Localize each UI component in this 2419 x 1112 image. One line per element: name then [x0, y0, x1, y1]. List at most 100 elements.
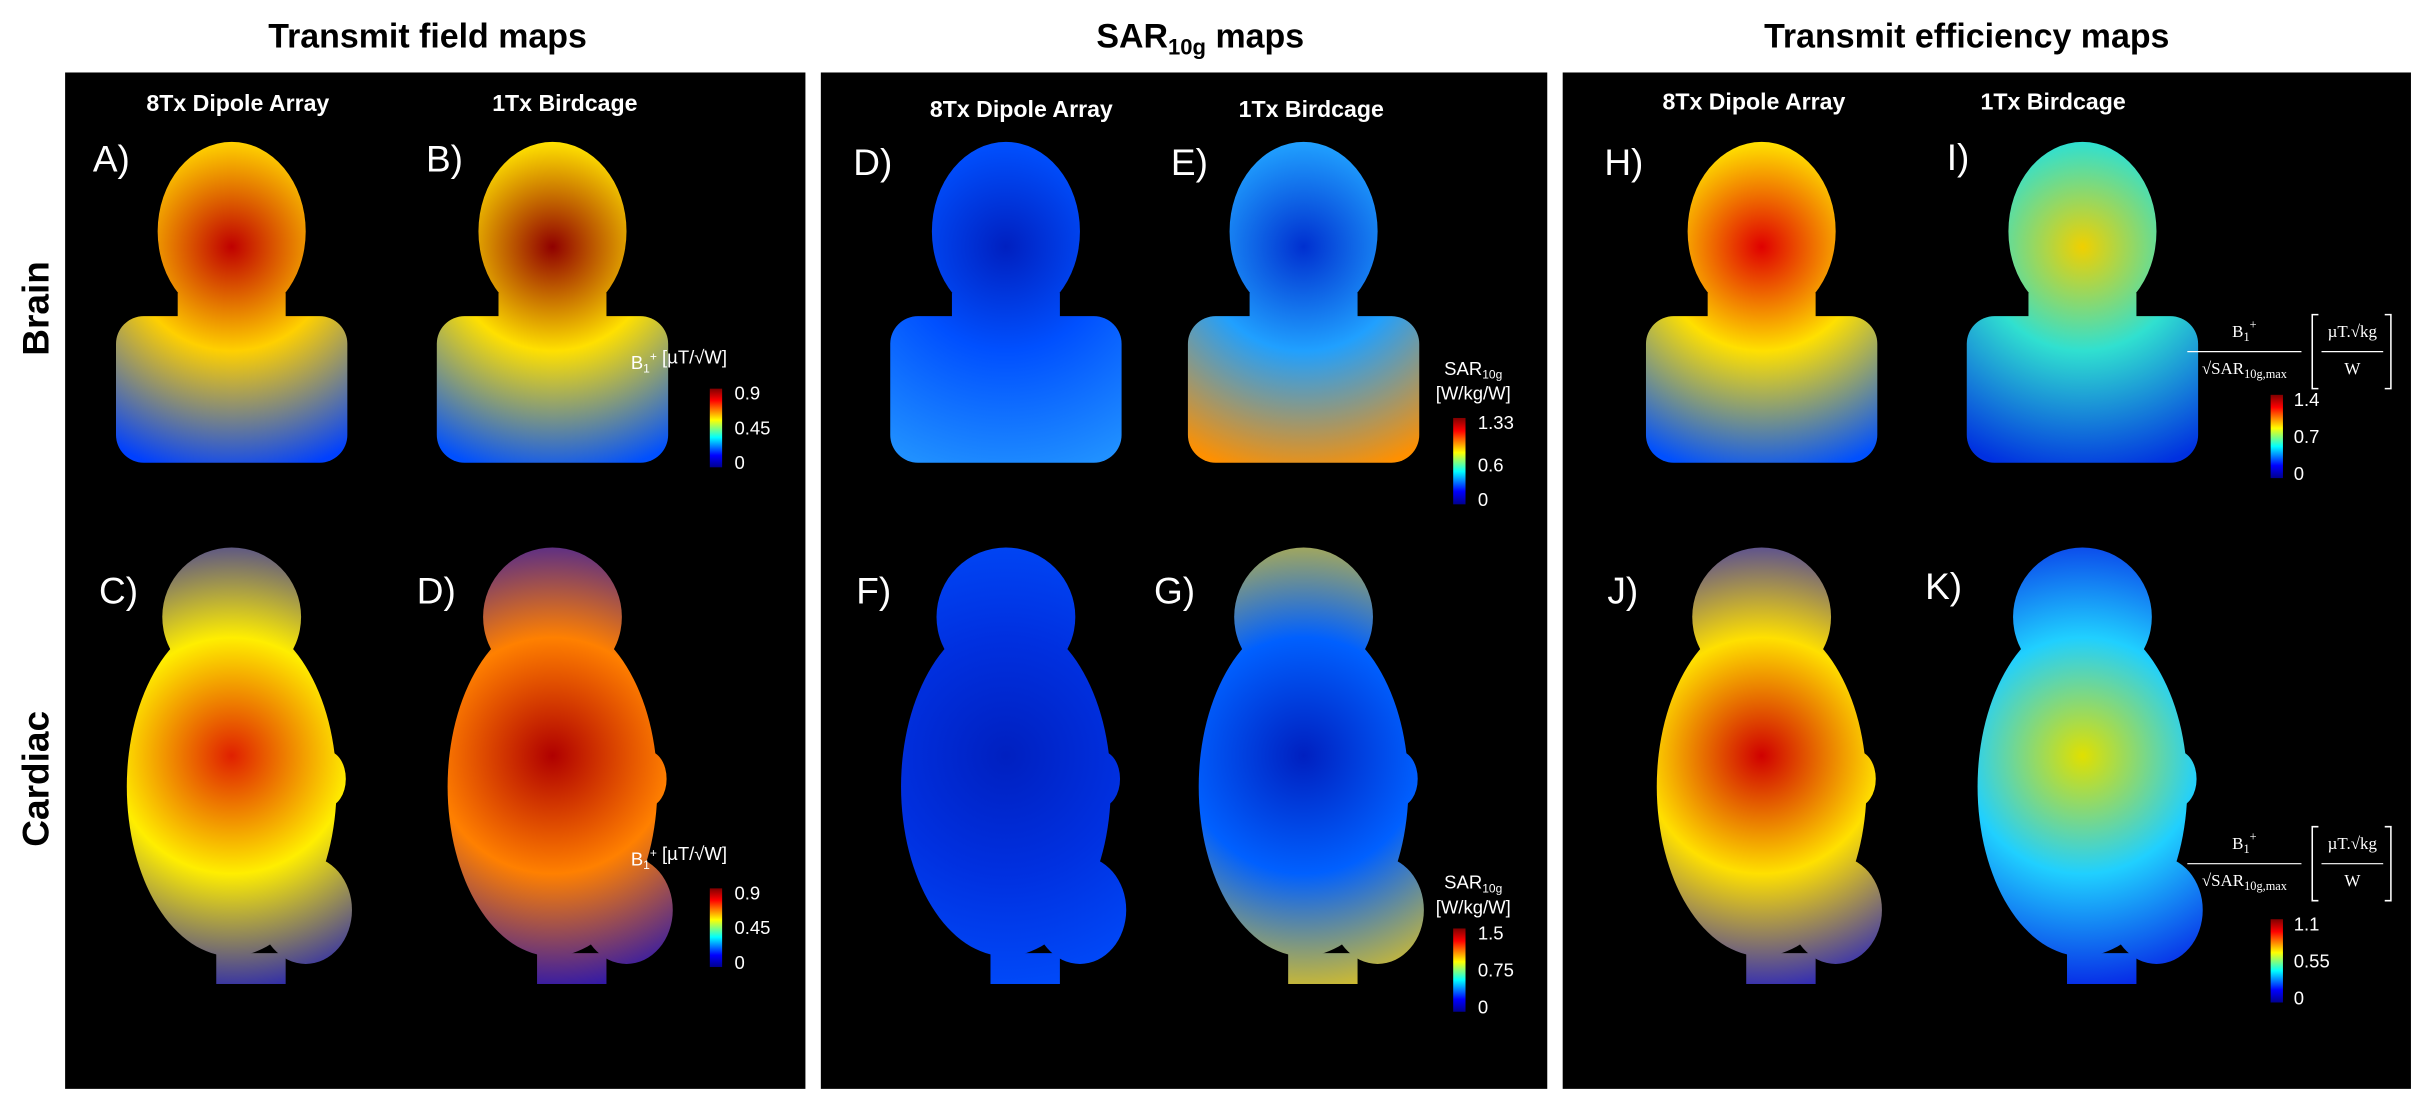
- superscript: +: [2250, 829, 2257, 843]
- rich-text: B1+ [µT/√W]: [631, 346, 727, 375]
- base: [1746, 953, 1816, 984]
- head: [1229, 141, 1378, 321]
- text-main: Transmit efficiency maps: [1764, 18, 2169, 56]
- map-label: H): [1604, 141, 1643, 183]
- column-header: 8Tx Dipole Array: [1662, 88, 1845, 114]
- body-map: [1977, 547, 2203, 984]
- arm: [629, 751, 667, 807]
- column-header: 8Tx Dipole Array: [146, 90, 329, 116]
- subscript: 10g: [1482, 881, 1502, 895]
- torso: [1187, 316, 1420, 463]
- body-map: [1198, 547, 1424, 984]
- subscript: 10g,max: [2244, 879, 2288, 893]
- map-label: D): [417, 570, 456, 612]
- arm: [308, 751, 346, 807]
- map-label: I): [1947, 136, 1970, 178]
- base: [216, 953, 286, 984]
- body-map: [1645, 141, 1878, 463]
- body-map: [1966, 141, 2199, 463]
- subscript: 1: [643, 362, 650, 376]
- rich-text: Transmit field maps: [268, 18, 587, 56]
- map-label: E): [1171, 141, 1208, 183]
- head: [478, 141, 627, 321]
- leg: [1033, 855, 1127, 964]
- arm: [1380, 751, 1418, 807]
- colorbar-tick: 1.33: [1478, 412, 1514, 433]
- map-label: B): [426, 138, 463, 180]
- text-main: √SAR: [2202, 871, 2245, 890]
- column-header: 1Tx Birdcage: [1981, 88, 2126, 114]
- base: [1288, 953, 1358, 984]
- unit-num: µT.√kg: [2328, 834, 2378, 853]
- colorbar-tick: 0.45: [734, 917, 770, 938]
- colorbar-tick: 0: [2294, 463, 2304, 484]
- subscript: 1: [2243, 330, 2249, 344]
- unit-num: µT.√kg: [2328, 322, 2378, 341]
- text-main: SAR: [1096, 18, 1168, 56]
- map-label: C): [99, 570, 138, 612]
- body-map: [447, 547, 673, 984]
- torso: [1645, 316, 1878, 463]
- rich-text: Transmit efficiency maps: [1764, 18, 2169, 56]
- text-main: B: [2232, 322, 2243, 341]
- colorbar: [2270, 919, 2283, 1003]
- superscript: +: [2250, 317, 2257, 331]
- colorbar-tick: 0.7: [2294, 426, 2320, 447]
- subscript: 1: [643, 858, 650, 872]
- body-map: [1187, 141, 1420, 463]
- colorbar-tick: 0.9: [734, 383, 760, 404]
- rich-text: SAR10g maps: [1096, 18, 1304, 60]
- colorbar: [2270, 394, 2283, 479]
- colorbar-tick: 0.9: [734, 882, 760, 903]
- body-map: [890, 141, 1122, 463]
- base: [990, 953, 1060, 984]
- colorbar: [709, 388, 723, 468]
- formula-num: B1+: [2232, 317, 2256, 343]
- head: [1687, 141, 1836, 321]
- unit: [µT/√W]: [657, 843, 727, 864]
- text-rest: maps: [1206, 18, 1304, 56]
- body-map: [901, 547, 1127, 984]
- leg: [1331, 855, 1424, 964]
- body-map: [436, 141, 669, 463]
- colorbar-tick: 0: [1478, 997, 1488, 1018]
- map-label: J): [1607, 570, 1638, 612]
- text-main: B: [631, 352, 643, 373]
- torso: [116, 316, 348, 463]
- map-label: A): [93, 138, 130, 180]
- subscript: 10g: [1482, 368, 1502, 382]
- colorbar-tick: 0.55: [2294, 950, 2330, 971]
- text-main: Transmit field maps: [268, 18, 587, 56]
- body-map: [126, 547, 352, 984]
- text-main: B: [631, 848, 643, 869]
- body-map: [116, 141, 348, 463]
- arm: [2159, 751, 2197, 807]
- text-main: SAR: [1444, 358, 1482, 379]
- base: [537, 953, 607, 984]
- row-label: Cardiac: [15, 711, 57, 847]
- colorbar-tick: 0.75: [1478, 960, 1514, 981]
- column-header: 1Tx Birdcage: [1239, 96, 1384, 122]
- body-map: [1656, 547, 1882, 984]
- text-main: SAR: [1444, 872, 1482, 893]
- map-label: K): [1925, 565, 1962, 607]
- map-label: F): [856, 570, 891, 612]
- text-main: √SAR: [2202, 359, 2245, 378]
- colorbar-tick: 0: [1478, 489, 1488, 510]
- colorbar: [1453, 928, 1466, 1012]
- text-main: B: [2232, 834, 2243, 853]
- unit-den: W: [2344, 871, 2360, 890]
- subscript: 10g: [1168, 35, 1206, 60]
- formula-num: B1+: [2232, 829, 2256, 855]
- arm: [1083, 751, 1121, 807]
- colorbar-tick: 1.4: [2294, 389, 2320, 410]
- map-label: G): [1154, 570, 1195, 612]
- map-label: D): [853, 141, 892, 183]
- colorbar-unit: [W/kg/W]: [1436, 383, 1511, 404]
- rich-text: SAR10g: [1444, 358, 1502, 382]
- torso: [436, 316, 669, 463]
- rich-text: SAR10g: [1444, 872, 1502, 896]
- leg: [2110, 855, 2203, 964]
